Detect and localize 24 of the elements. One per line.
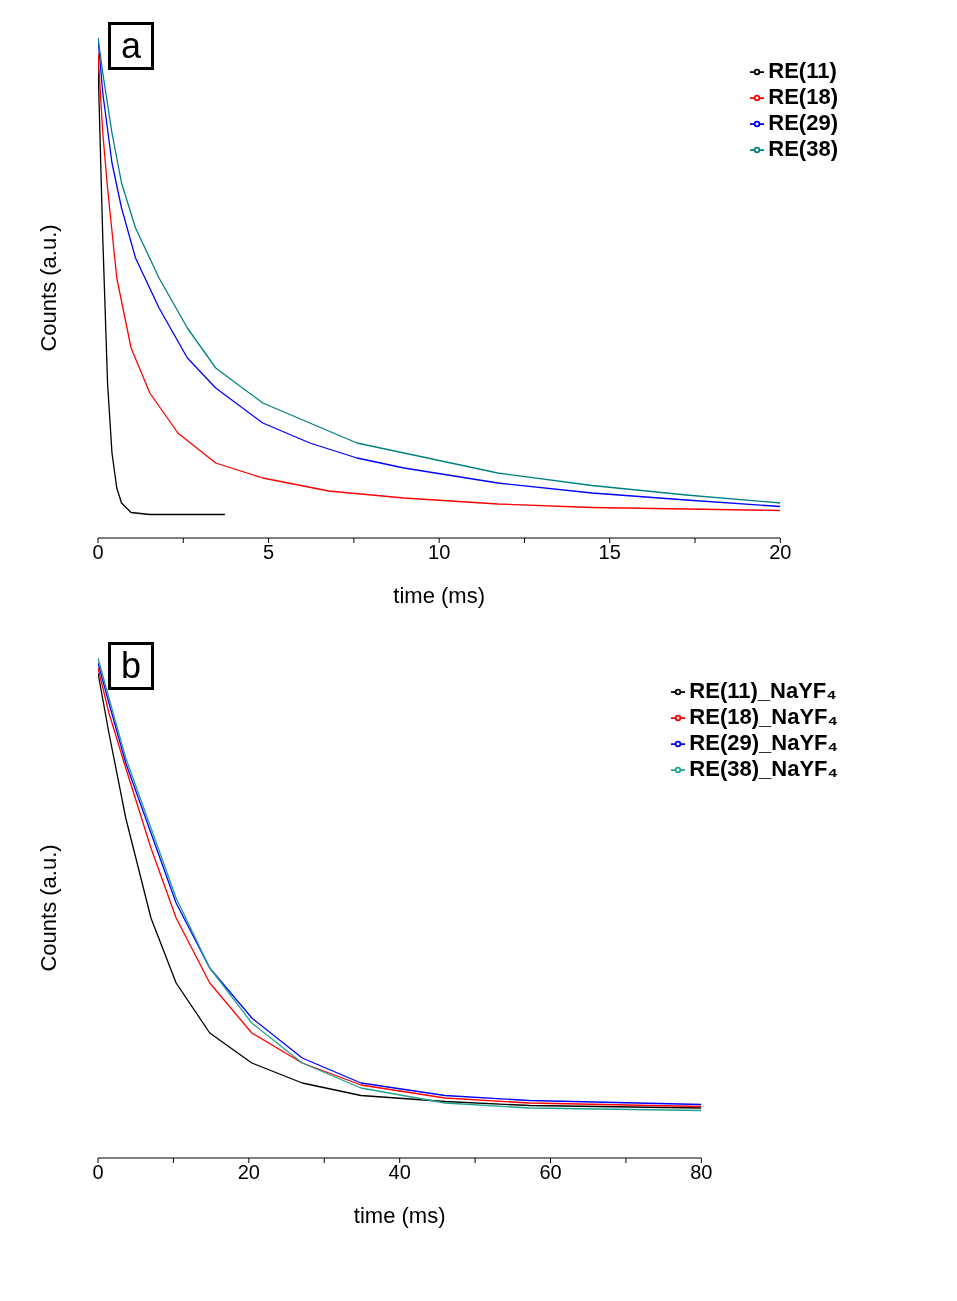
x-axis-title: time (ms)	[353, 1203, 446, 1228]
legend-label: RE(38)	[768, 136, 838, 161]
x-tick-label: 0	[92, 1161, 104, 1184]
x-tick-label: 0	[92, 541, 104, 564]
annotation: b	[108, 642, 155, 690]
x-tick-label: 20	[237, 1161, 260, 1184]
legend-label: RE(18)	[768, 84, 838, 109]
legend-label: RE(11)_NaYF₄	[689, 678, 837, 703]
x-tick-label: 10	[428, 541, 451, 564]
x-tick-label: 20	[769, 541, 792, 564]
legend-label: RE(29)_NaYF₄	[689, 730, 838, 755]
legend-label: RE(29)	[768, 110, 838, 135]
y-axis-title: Counts (a.u.)	[35, 224, 61, 352]
x-axis-title: time (ms)	[393, 583, 485, 608]
x-tick-label: 60	[539, 1161, 562, 1184]
x-tick-label: 40	[388, 1161, 411, 1184]
legend-label: RE(38)_NaYF₄	[689, 756, 838, 781]
x-tick-label: 80	[690, 1161, 713, 1184]
y-axis-title: Counts (a.u.)	[35, 844, 61, 972]
annotation: a	[108, 22, 155, 70]
legend-label: RE(18)_NaYF₄	[689, 704, 838, 729]
legend-label: RE(11)	[768, 58, 837, 83]
x-tick-label: 5	[263, 541, 275, 564]
x-tick-label: 15	[598, 541, 621, 564]
